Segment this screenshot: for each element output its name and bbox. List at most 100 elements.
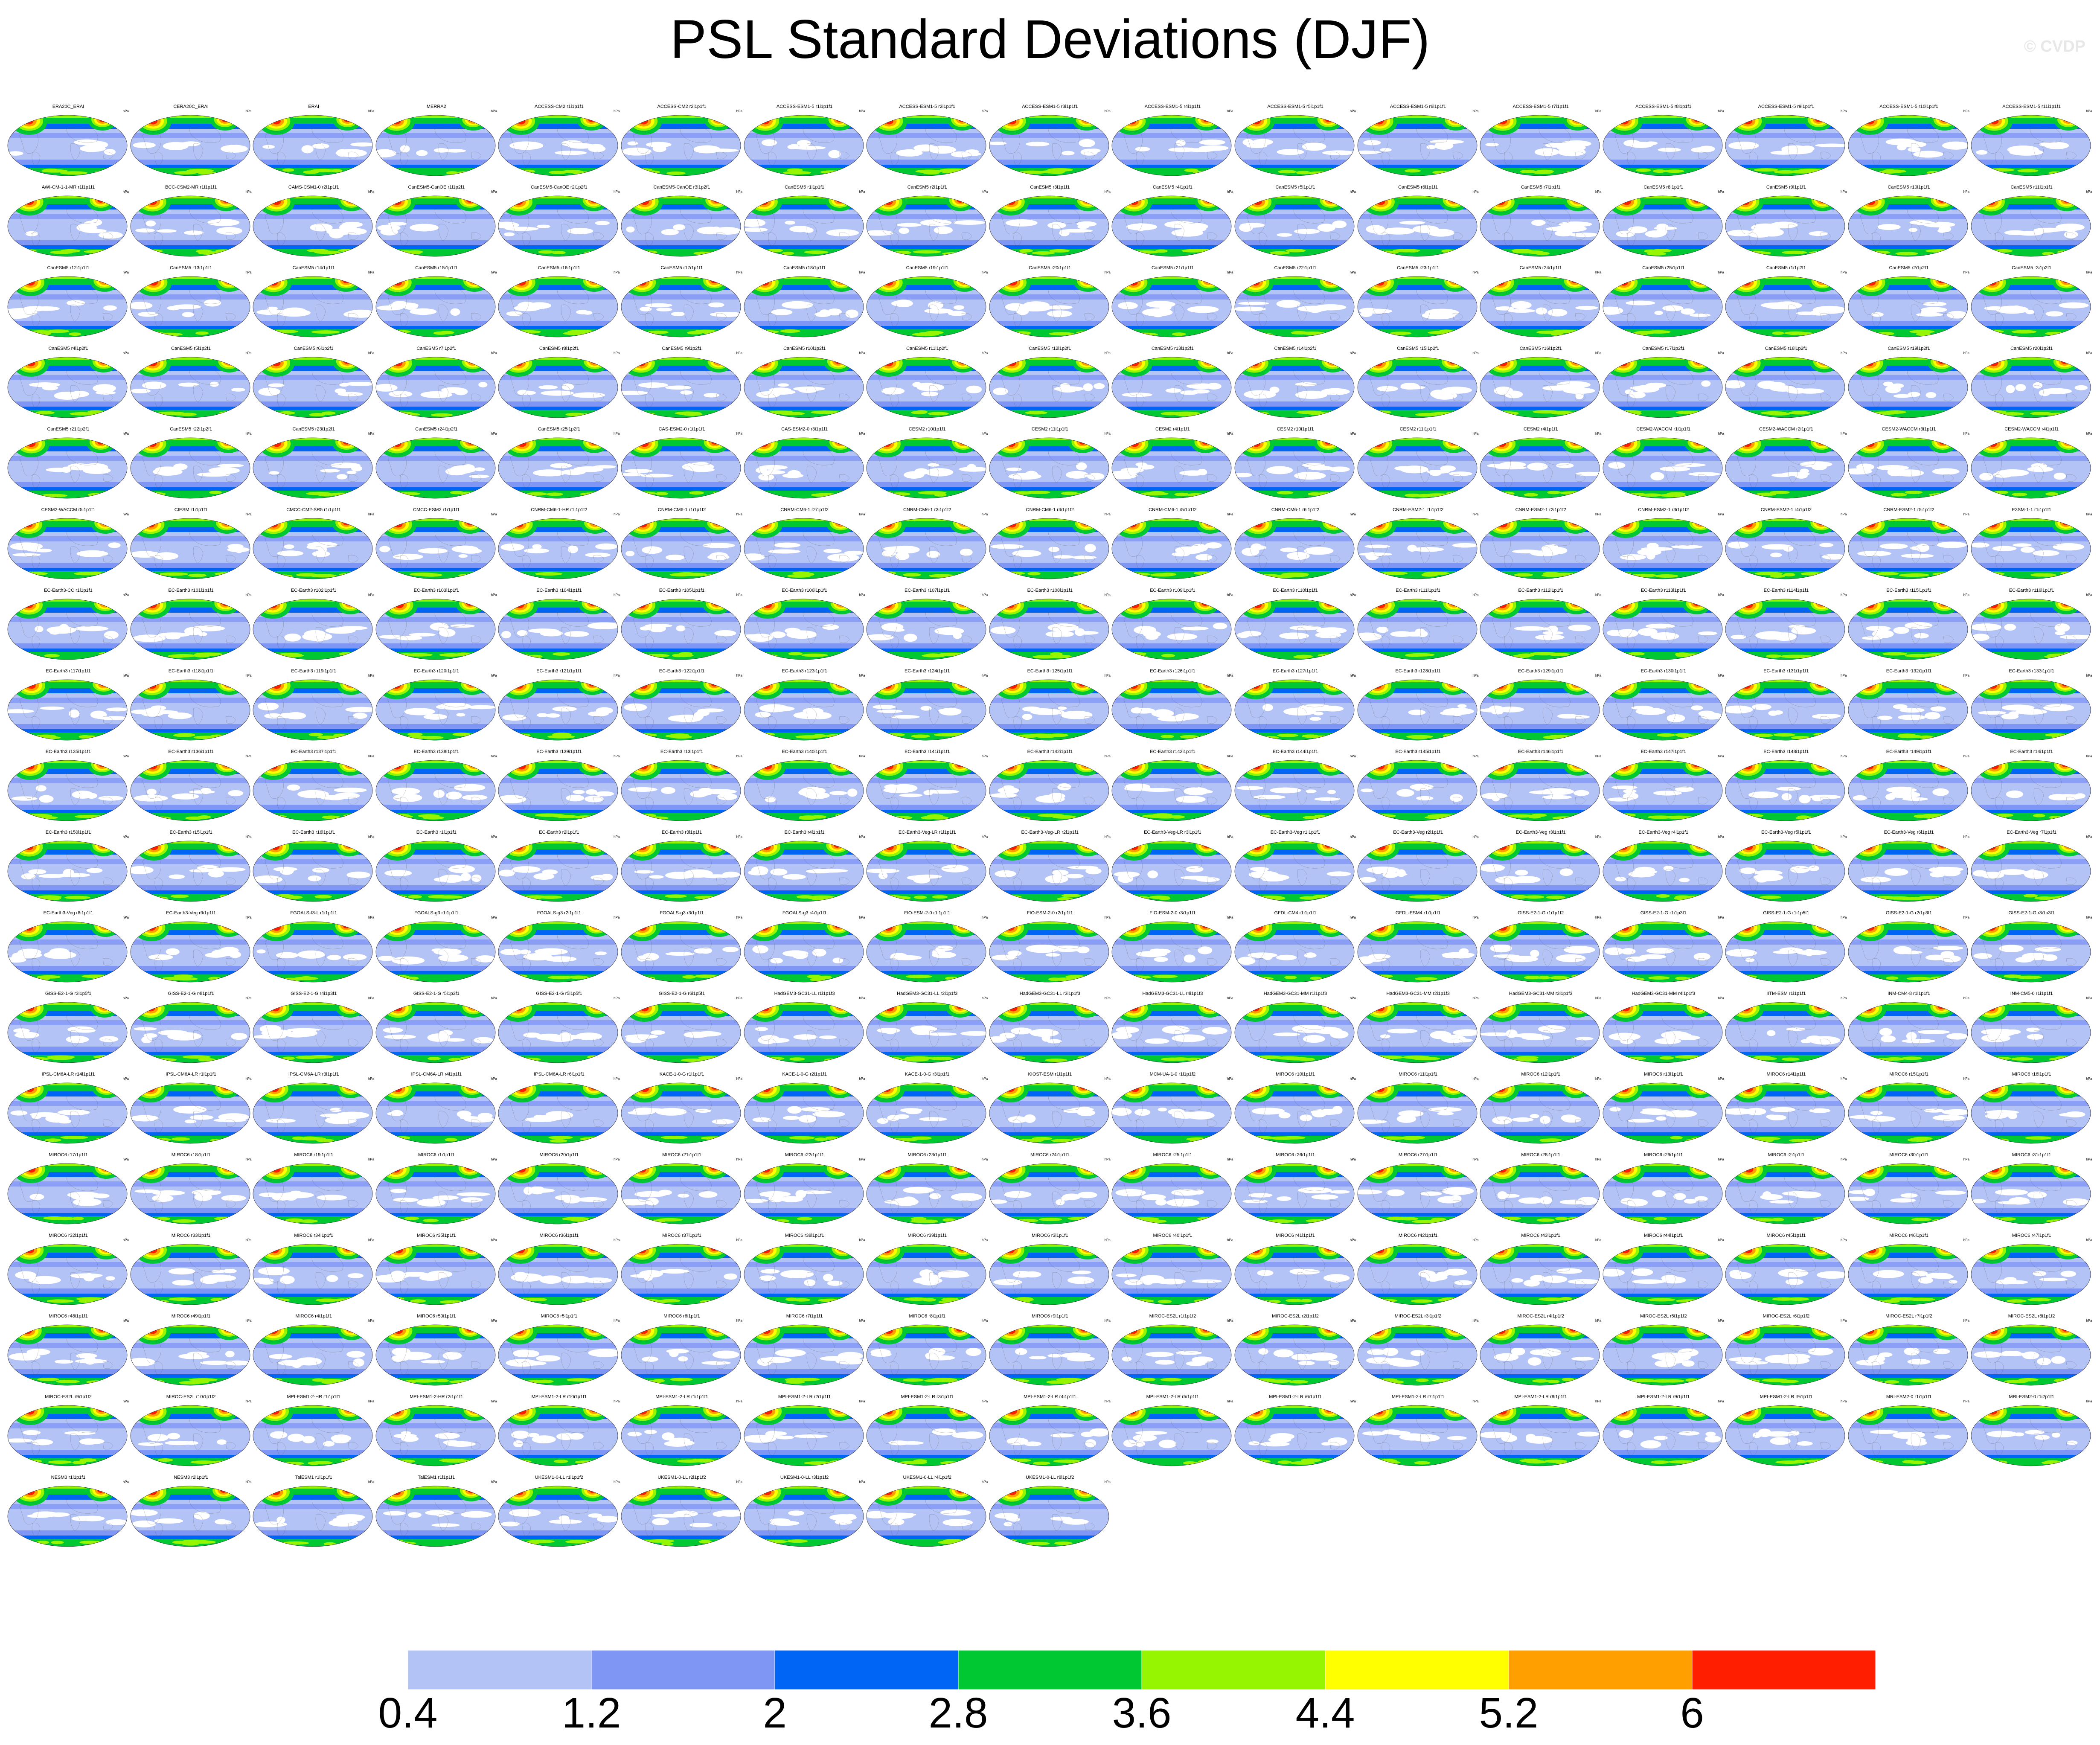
map-panel: CanESM5 r12i1p1f1 hPa — [7, 265, 130, 346]
panel-title: CERA20C_ERAI — [173, 104, 209, 109]
panel-unit: hPa — [2086, 190, 2092, 194]
panel-unit: hPa — [1718, 1158, 1724, 1161]
panel-unit: hPa — [368, 1158, 375, 1161]
map-panel: CNRM-CM6-1 r1i1p1f2 hPa — [620, 507, 743, 588]
global-map — [498, 1163, 618, 1224]
panel-title: CanESM5 r12i1p1f1 — [47, 265, 90, 270]
global-map — [498, 1324, 618, 1386]
global-map — [130, 276, 250, 337]
global-map — [1111, 1002, 1232, 1063]
panel-unit: hPa — [1963, 916, 1969, 919]
map-panel: ACCESS-ESM1-5 r6i1p1f1 hPa — [1357, 104, 1480, 185]
map-panel: MIROC-ES2L r3i1p1f2 hPa — [1357, 1314, 1480, 1395]
map-panel: CESM2-WACCM r2i1p1f1 hPa — [1725, 427, 1847, 508]
global-map — [621, 921, 741, 983]
colorbar-swatch — [1692, 1650, 1876, 1690]
panel-unit: hPa — [245, 270, 252, 274]
panel-title: CanESM5 r23i1p1f1 — [1397, 265, 1440, 270]
global-map — [621, 1405, 741, 1466]
global-map — [989, 276, 1109, 337]
map-panel: MIROC6 r1i1p1f1 hPa — [375, 1152, 498, 1233]
global-map — [1603, 437, 1723, 499]
map-panel: MPI-ESM1-2-LR r7i1p1f1 hPa — [1357, 1394, 1480, 1475]
colorbar-swatch — [1141, 1650, 1326, 1690]
map-panel: CanESM5 r8i1p1f1 hPa — [1602, 185, 1725, 266]
panel-title: CanESM5 r20i1p1f1 — [1029, 265, 1071, 270]
map-panel: GISS-E2-1-G r1i1p3f1 hPa — [1602, 910, 1725, 992]
global-map — [130, 679, 250, 741]
panel-unit: hPa — [614, 432, 620, 436]
global-map — [498, 357, 618, 418]
map-panel: CanESM5 r21i1p1f1 hPa — [1111, 265, 1234, 346]
panel-title: EC-Earth3 r114i1p1f1 — [1763, 588, 1809, 593]
global-map — [130, 841, 250, 902]
global-map — [130, 115, 250, 176]
panel-unit: hPa — [1350, 109, 1356, 113]
global-map — [621, 679, 741, 741]
map-panel: MIROC-ES2L r7i1p1f2 hPa — [1847, 1314, 1970, 1395]
colorbar-swatch — [1508, 1650, 1693, 1690]
panel-title: GISS-E2-1-G r5i1p5f1 — [536, 991, 582, 996]
map-panel: EC-Earth3 r117i1p1f1 hPa — [7, 669, 130, 750]
panel-title: EC-Earth3 r4i1p1f1 — [784, 830, 825, 835]
global-map — [1234, 1324, 1355, 1386]
global-map — [989, 841, 1109, 902]
panel-unit: hPa — [1227, 351, 1233, 355]
map-panel: EC-Earth3 r143i1p1f1 hPa — [1111, 749, 1234, 830]
panel-unit: hPa — [1472, 674, 1479, 678]
panel-title: MIROC6 r8i1p1f1 — [909, 1314, 945, 1319]
panel-unit: hPa — [368, 1319, 375, 1323]
map-panel: EC-Earth3 r109i1p1f1 hPa — [1111, 588, 1234, 669]
global-map — [7, 1324, 128, 1386]
map-panel: MIROC-ES2L r9i1p1f2 hPa — [7, 1394, 130, 1475]
panel-title: CanESM5 r13i1p2f1 — [1151, 346, 1194, 351]
panel-unit: hPa — [491, 916, 497, 919]
panel-title: EC-Earth3 r132i1p1f1 — [1886, 669, 1932, 674]
map-panel: EC-Earth3 r4i1p1f1 hPa — [743, 830, 866, 911]
panel-title: EC-Earth3 r118i1p1f1 — [168, 669, 214, 674]
panel-title: CMCC-CM2-SR5 r1i1p1f1 — [286, 507, 341, 512]
map-panel: CanESM5-CanOE r1i1p2f1 hPa — [375, 185, 498, 266]
panel-unit: hPa — [736, 996, 742, 1000]
map-panel: CanESM5 r17i1p1f1 hPa — [620, 265, 743, 346]
global-map — [1725, 1163, 1845, 1224]
panel-title: CNRM-CM6-1 r1i1p1f2 — [657, 507, 706, 512]
panel-unit: hPa — [1104, 270, 1111, 274]
global-map — [744, 357, 864, 418]
panel-title: MIROC-ES2L r2i1p1f2 — [1272, 1314, 1319, 1319]
map-panel: MPI-ESM1-2-LR r8i1p1f1 hPa — [1479, 1394, 1602, 1475]
panel-unit: hPa — [1718, 916, 1724, 919]
panel-unit: hPa — [491, 512, 497, 516]
map-panel: CanESM5 r23i1p1f1 hPa — [1357, 265, 1480, 346]
panel-unit: hPa — [245, 1319, 252, 1323]
panel-unit: hPa — [1350, 996, 1356, 1000]
map-panel: EC-Earth3 r147i1p1f1 hPa — [1602, 749, 1725, 830]
panel-title: CanESM5 r10i1p1f1 — [1888, 185, 1930, 190]
global-map — [1111, 437, 1232, 499]
panel-unit: hPa — [491, 432, 497, 436]
panel-title: EC-Earth3-Veg r2i1p1f1 — [1393, 830, 1443, 835]
panel-title: EC-Earth3 r128i1p1f1 — [1395, 669, 1441, 674]
panel-title: EC-Earth3 r103i1p1f1 — [413, 588, 459, 593]
map-panel: GISS-E2-1-G r1i1p1f2 hPa — [1479, 910, 1602, 992]
map-panel: ERA20C_ERAI hPa — [7, 104, 130, 185]
map-panel: CNRM-CM6-1 r3i1p1f2 hPa — [866, 507, 989, 588]
map-panel: TaiESM1 r1i1p1f1 hPa — [375, 1475, 498, 1556]
panel-title: MIROC6 r30i1p1f1 — [1889, 1152, 1928, 1158]
panel-title: CNRM-ESM2-1 r5i1p1f2 — [1883, 507, 1934, 512]
map-panel: EC-Earth3 r115i1p1f1 hPa — [1847, 588, 1970, 669]
global-map — [375, 760, 496, 821]
map-panel: IPSL-CM6A-LR r3i1p1f1 hPa — [252, 1072, 375, 1153]
global-map — [744, 679, 864, 741]
panel-title: MCM-UA-1-0 r1i1p1f2 — [1149, 1072, 1196, 1077]
global-map — [253, 1486, 373, 1547]
map-panel: GISS-E2-1-G r4i1p3f1 hPa — [252, 991, 375, 1072]
panel-title: EC-Earth3 r104i1p1f1 — [536, 588, 582, 593]
global-map — [989, 1163, 1109, 1224]
panel-title: CanESM5 r7i1p2f1 — [416, 346, 457, 351]
panel-unit: hPa — [859, 351, 865, 355]
global-map — [498, 760, 618, 821]
map-panel: ACCESS-ESM1-5 r8i1p1f1 hPa — [1602, 104, 1725, 185]
panel-title: CNRM-CM6-1 r2i1p1f2 — [780, 507, 829, 512]
panel-title: EC-Earth3 r150i1p1f1 — [45, 830, 91, 835]
